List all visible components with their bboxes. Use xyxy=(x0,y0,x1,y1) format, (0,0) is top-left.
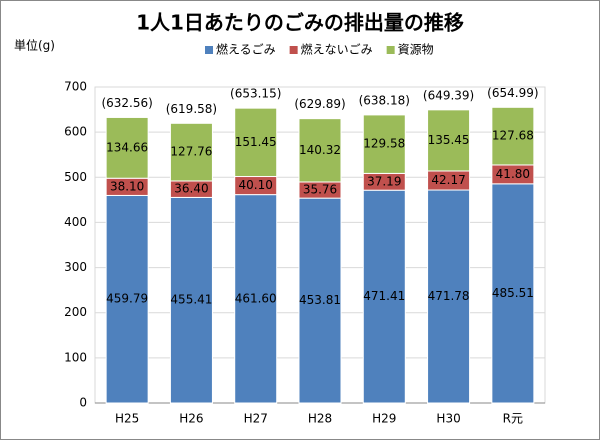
y-tick-label: 200 xyxy=(64,305,87,319)
data-label: 471.41 xyxy=(363,289,405,303)
x-tick-label: R元 xyxy=(503,412,523,426)
total-label: (619.58) xyxy=(166,102,217,116)
data-label: 151.45 xyxy=(235,135,277,149)
bar-segment xyxy=(298,197,342,404)
data-label: 461.60 xyxy=(235,291,277,305)
data-label: 134.66 xyxy=(106,140,148,154)
bar-segment xyxy=(427,189,471,404)
legend-label: 資源物 xyxy=(398,43,434,57)
bar-segment xyxy=(105,194,149,404)
y-tick-label: 500 xyxy=(64,170,87,184)
bar-segment xyxy=(169,122,213,182)
chart-title: 1人1日あたりのごみの排出量の推移 xyxy=(136,11,464,35)
data-label: 40.10 xyxy=(239,178,273,192)
data-label: 471.78 xyxy=(428,289,470,303)
data-label: 35.76 xyxy=(303,183,337,197)
bar-segment xyxy=(491,183,535,404)
data-label: 129.58 xyxy=(363,137,405,151)
x-tick-label: H29 xyxy=(372,412,396,426)
legend-swatch xyxy=(289,46,298,54)
x-tick-label: H26 xyxy=(179,412,203,426)
data-label: 459.79 xyxy=(106,292,148,306)
bar-segment xyxy=(234,107,278,178)
data-label: 41.80 xyxy=(496,167,530,181)
legend-swatch xyxy=(205,46,213,54)
x-tick-label: H25 xyxy=(115,412,139,426)
data-label: 453.81 xyxy=(299,293,341,307)
x-tick-label: H30 xyxy=(436,412,460,426)
data-label: 37.19 xyxy=(367,174,401,188)
total-label: (653.15) xyxy=(230,87,281,101)
bar-segment xyxy=(105,116,149,179)
legend-label: 燃えないごみ xyxy=(301,42,373,57)
legend-swatch xyxy=(386,46,395,54)
y-tick-label: 100 xyxy=(64,350,87,364)
data-label: 36.40 xyxy=(174,182,208,196)
y-tick-label: 700 xyxy=(64,80,87,94)
y-tick-label: 0 xyxy=(79,396,87,410)
bar-segment xyxy=(298,118,342,183)
data-label: 127.76 xyxy=(170,145,212,159)
total-label: (638.18) xyxy=(359,93,410,107)
y-axis-label: 単位(g) xyxy=(14,38,55,53)
bar-segment xyxy=(169,196,213,404)
data-label: 42.17 xyxy=(431,173,465,187)
data-label: 140.32 xyxy=(299,143,341,157)
y-tick-label: 600 xyxy=(64,125,87,139)
x-tick-label: H28 xyxy=(308,412,332,426)
total-label: (632.56) xyxy=(101,96,152,110)
data-label: 38.10 xyxy=(110,179,144,193)
total-label: (629.89) xyxy=(294,97,345,111)
data-label: 135.45 xyxy=(428,133,470,147)
total-label: (649.39) xyxy=(423,88,474,102)
bar-segment xyxy=(427,109,471,172)
legend-label: 燃えるごみ xyxy=(216,42,276,57)
y-tick-label: 300 xyxy=(64,260,87,274)
y-tick-label: 400 xyxy=(64,215,87,229)
bar-segment xyxy=(491,106,535,166)
data-label: 127.68 xyxy=(492,129,534,143)
data-label: 455.41 xyxy=(170,293,212,307)
x-tick-label: H27 xyxy=(244,412,268,426)
bar-segment xyxy=(362,114,406,174)
data-label: 485.51 xyxy=(492,286,534,300)
total-label: (654.99) xyxy=(487,86,538,100)
